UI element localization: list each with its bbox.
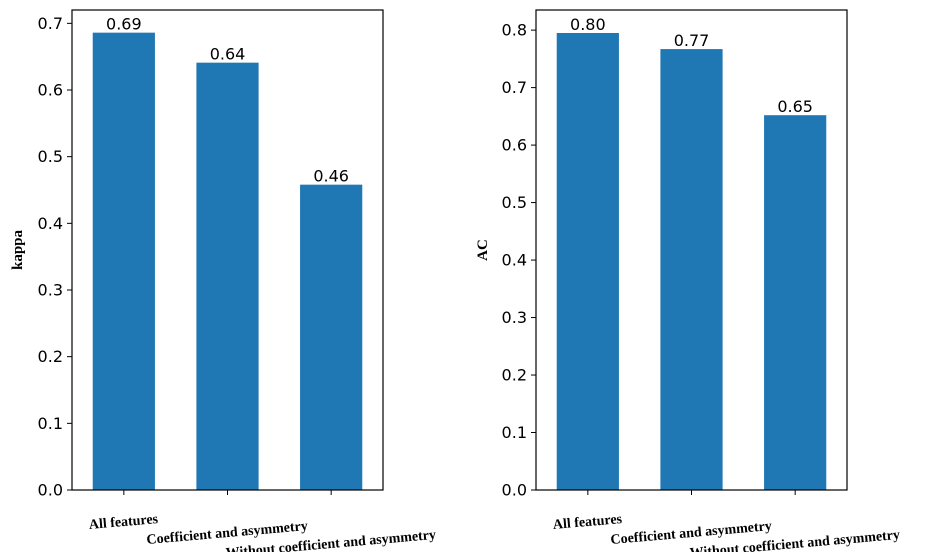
ac-y-axis-title: AC (475, 239, 491, 261)
kappa-chart-panel: 0.69 0.64 0.46 0.0 0.1 0.2 0.3 0.4 0.5 0.6 0.7 All … (10, 9, 437, 552)
ac-bar-2 (660, 49, 723, 491)
ac-y-tick-label: 0.2 (502, 366, 527, 385)
ac-y-tick-label: 0.4 (502, 251, 527, 270)
ac-y-tick-label: 0.5 (502, 193, 527, 212)
kappa-bar-2 (196, 62, 259, 491)
kappa-y-tick-label: 0.1 (38, 414, 63, 433)
ac-value-label-3: 0.65 (777, 97, 813, 116)
kappa-y-tick-label: 0.0 (38, 481, 63, 500)
ac-value-label-1: 0.80 (570, 15, 606, 34)
kappa-value-label-1: 0.69 (106, 15, 142, 34)
kappa-category-label-1: All features (88, 512, 159, 533)
kappa-bar-1 (92, 32, 155, 491)
kappa-value-label-2: 0.64 (210, 45, 246, 64)
ac-chart-panel: 0.80 0.77 0.65 0.0 0.1 0.2 0.3 0.4 0.5 0.6 0.7 0.8 A… (475, 9, 901, 552)
kappa-y-tick-label: 0.4 (38, 214, 63, 233)
ac-y-tick-label: 0.3 (502, 308, 527, 327)
ac-bar-3 (764, 115, 827, 490)
ac-y-tick-label: 0.0 (502, 481, 527, 500)
kappa-value-label-3: 0.46 (313, 167, 349, 186)
kappa-y-tick-label: 0.3 (38, 281, 63, 300)
ac-value-label-2: 0.77 (674, 31, 710, 50)
kappa-y-tick-label: 0.5 (38, 147, 63, 166)
kappa-y-axis-title: kappa (10, 229, 26, 270)
ac-bar-1 (556, 32, 619, 490)
kappa-y-tick-label: 0.6 (38, 81, 63, 100)
kappa-y-tick-label: 0.7 (38, 14, 63, 33)
kappa-y-tick-label: 0.2 (38, 347, 63, 366)
kappa-bar-3 (300, 184, 363, 490)
ac-category-label-1: All features (552, 512, 623, 533)
ac-y-tick-label: 0.1 (502, 423, 527, 442)
ac-y-tick-label: 0.8 (502, 21, 527, 40)
ac-y-tick-label: 0.6 (502, 136, 527, 155)
ac-y-tick-label: 0.7 (502, 78, 527, 97)
